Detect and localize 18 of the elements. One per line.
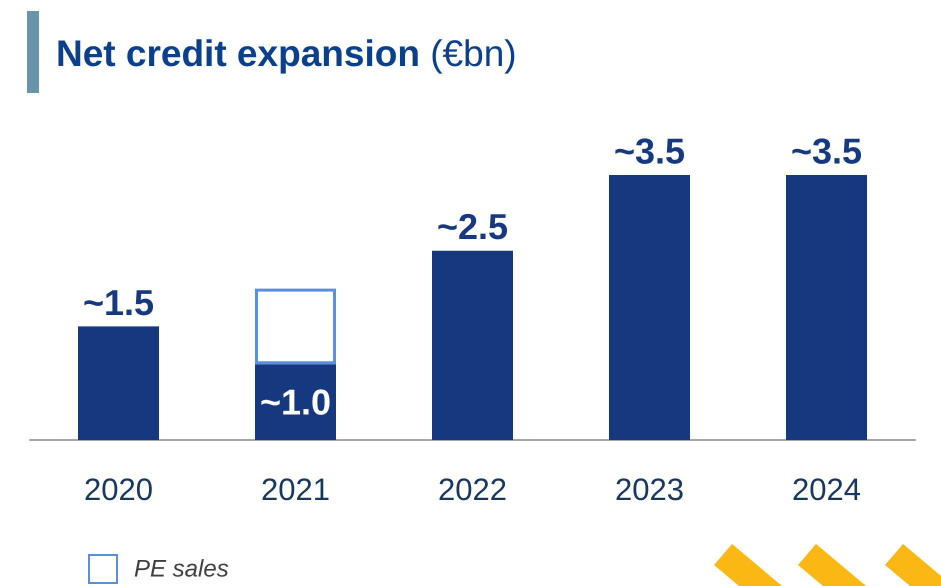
data-label: ~3.5 <box>614 130 686 172</box>
data-label: ~3.5 <box>790 130 862 172</box>
chart-title: Net credit expansion (€bn) <box>56 33 517 74</box>
bar <box>255 288 336 364</box>
bar <box>786 175 867 440</box>
bar <box>78 326 159 440</box>
bar <box>609 175 690 440</box>
x-tick-label: 2022 <box>438 472 507 507</box>
x-tick-label: 2023 <box>615 472 684 507</box>
data-label: ~1.0 <box>260 382 332 423</box>
legend-label: PE sales <box>134 556 229 582</box>
bar <box>255 364 336 440</box>
data-label: ~2.5 <box>436 206 508 248</box>
x-tick-label: 2024 <box>792 472 861 507</box>
x-tick-label: 2020 <box>84 472 153 507</box>
data-label: ~1.5 <box>82 282 154 323</box>
bar <box>432 250 513 440</box>
x-tick-label: 2021 <box>261 472 330 507</box>
